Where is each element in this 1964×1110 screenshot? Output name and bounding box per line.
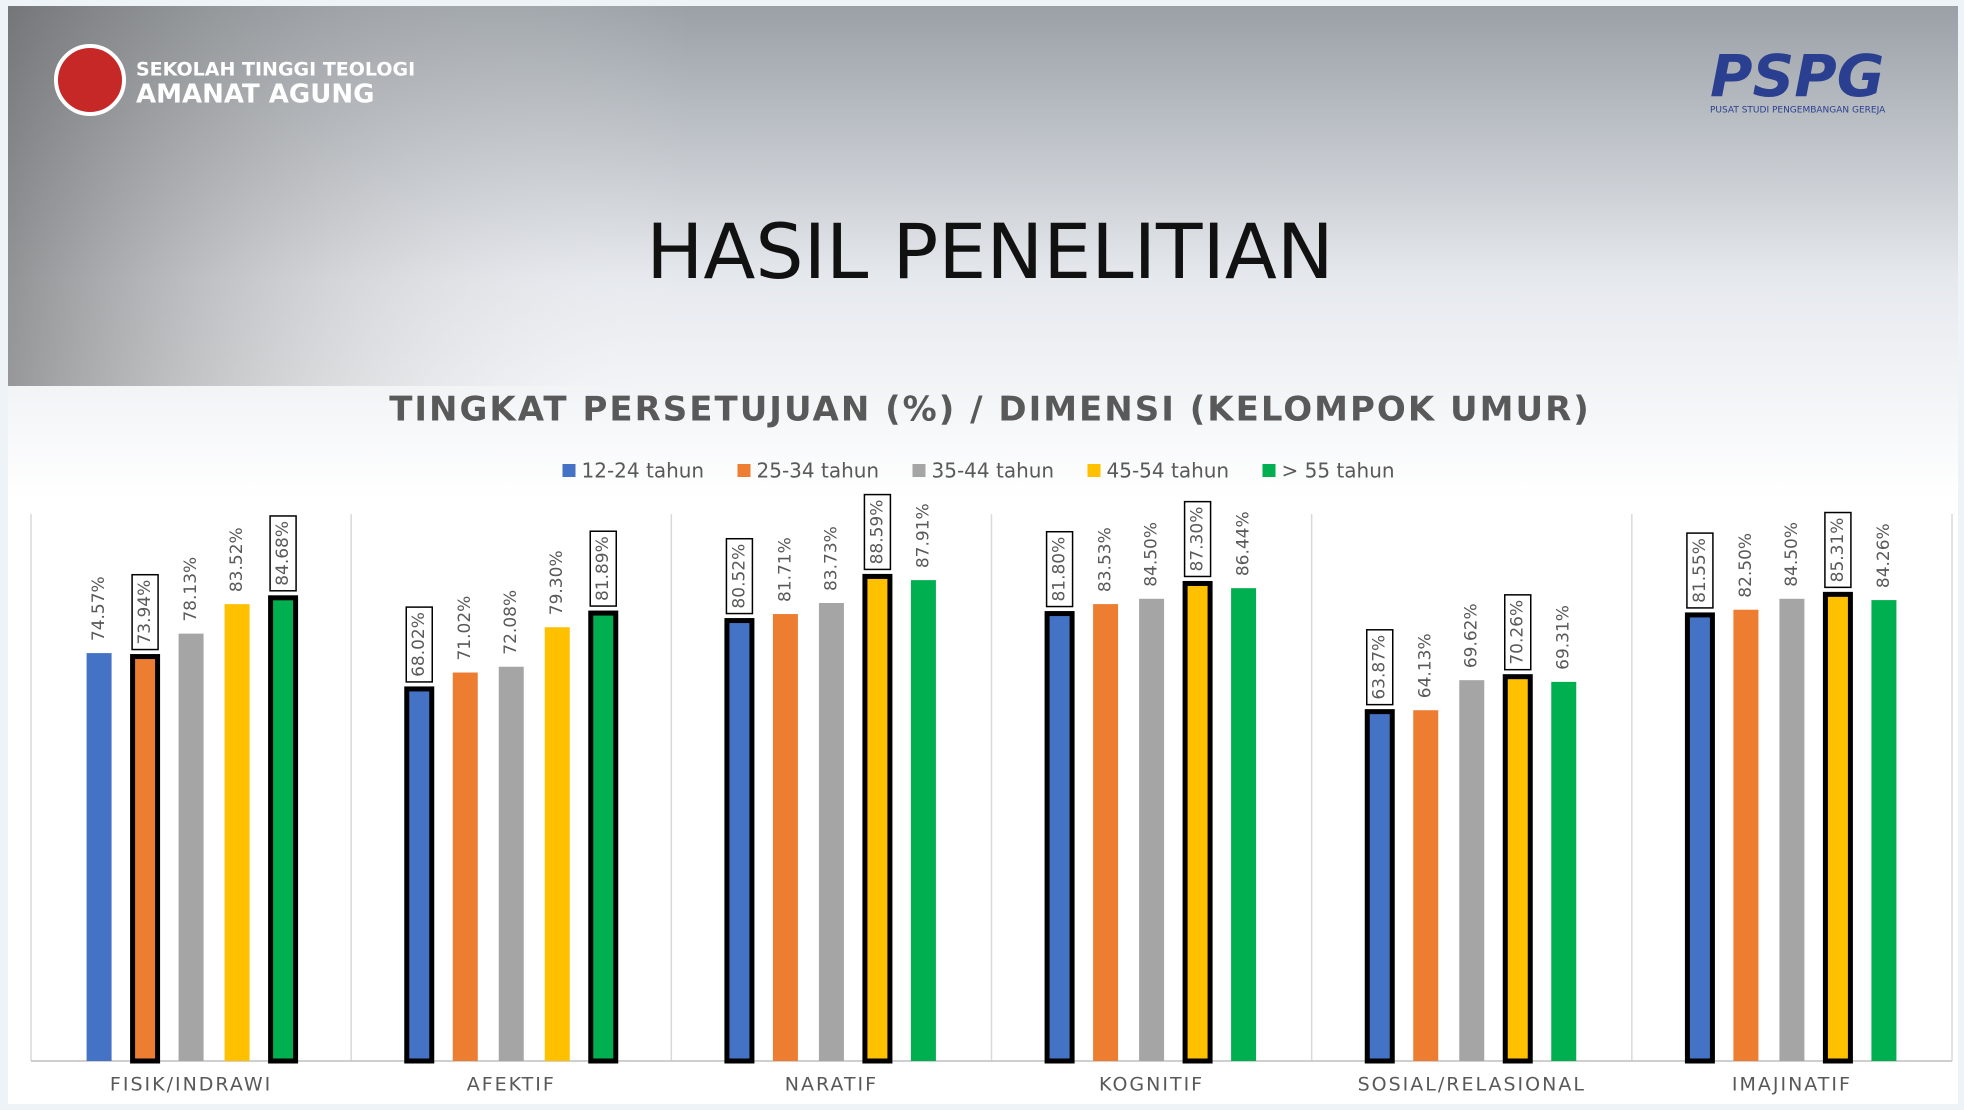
data-label: 84.50% <box>1142 522 1162 587</box>
bar <box>544 627 570 1061</box>
bar <box>862 573 893 1064</box>
data-label-box <box>1824 511 1852 589</box>
data-label: 81.80% <box>1050 537 1070 602</box>
x-tick-label: AFEKTIF <box>467 1074 556 1096</box>
data-label-box <box>589 530 617 607</box>
legend-swatch <box>912 464 926 477</box>
data-label: 71.02% <box>455 596 475 661</box>
data-label: 73.94% <box>135 580 155 645</box>
bar <box>910 580 936 1061</box>
bar <box>404 686 435 1064</box>
bar <box>1044 611 1075 1064</box>
data-label: 84.50% <box>1782 522 1802 587</box>
data-label: 82.50% <box>1736 533 1756 598</box>
legend-swatch <box>1087 464 1101 477</box>
data-label: 87.91% <box>913 503 933 568</box>
data-label-box <box>405 606 433 683</box>
data-label: 69.31% <box>1554 605 1574 670</box>
bar <box>224 604 250 1061</box>
bar <box>1871 600 1897 1061</box>
legend-swatch <box>562 464 576 477</box>
bar <box>452 672 478 1061</box>
bar <box>818 602 844 1061</box>
legend-label: 25-34 tahun <box>757 459 880 483</box>
x-tick-label: NARATIF <box>785 1074 878 1096</box>
data-label: 81.71% <box>775 537 795 602</box>
school-name: SEKOLAH TINGGI TEOLOGI <box>136 59 415 81</box>
legend-swatch <box>737 464 751 477</box>
data-label: 72.08% <box>501 590 521 655</box>
bar <box>1779 598 1805 1061</box>
data-label: 81.89% <box>593 536 613 601</box>
data-label: 83.73% <box>821 526 841 591</box>
bar <box>268 595 299 1064</box>
data-label: 74.57% <box>89 576 109 641</box>
bar <box>130 654 161 1064</box>
data-label: 84.68% <box>273 521 293 586</box>
bar <box>1182 580 1213 1064</box>
data-label-box <box>1504 594 1532 671</box>
bar <box>178 633 204 1061</box>
legend-swatch <box>1262 464 1276 477</box>
chart-title: TINGKAT PERSETUJUAN (%) / DIMENSI (KELOM… <box>389 390 1591 430</box>
data-label: 88.59% <box>867 500 887 565</box>
bar <box>1822 591 1853 1064</box>
bar <box>1093 604 1119 1061</box>
data-label: 79.30% <box>547 550 567 615</box>
data-label: 84.26% <box>1874 523 1894 588</box>
bar <box>1231 588 1257 1061</box>
bar <box>1551 681 1577 1061</box>
data-label: 81.55% <box>1690 538 1710 603</box>
bar <box>1502 674 1533 1064</box>
bar <box>724 618 755 1064</box>
bar <box>1733 609 1759 1061</box>
data-label: 85.31% <box>1828 518 1848 583</box>
data-label: 68.02% <box>409 612 429 677</box>
bar <box>588 610 619 1064</box>
bar <box>772 614 798 1061</box>
x-tick-label: FISIK/INDRAWI <box>110 1074 272 1096</box>
legend-label: > 55 tahun <box>1282 459 1395 483</box>
bar <box>498 666 524 1061</box>
photo-shade <box>8 6 1958 386</box>
data-label: 87.30% <box>1188 507 1208 572</box>
data-label: 83.53% <box>1096 527 1116 592</box>
data-label-box <box>269 515 297 592</box>
bar <box>1413 710 1439 1061</box>
data-label-box <box>131 573 159 651</box>
data-label: 70.26% <box>1508 600 1528 665</box>
data-label-box <box>863 493 892 571</box>
bar <box>1684 612 1715 1064</box>
data-label-box <box>1045 530 1074 608</box>
data-label: 64.13% <box>1416 633 1436 698</box>
data-label: 78.13% <box>181 557 201 622</box>
x-tick-label: KOGNITIF <box>1099 1074 1204 1096</box>
data-label-box <box>725 537 754 615</box>
data-label: 80.52% <box>729 544 749 609</box>
bar <box>1364 709 1395 1064</box>
data-label: 63.87% <box>1370 635 1390 700</box>
brand-logo: PSPG <box>1710 42 1884 110</box>
data-label-box <box>1366 629 1394 706</box>
bar <box>1139 598 1165 1061</box>
school-logo <box>54 44 126 116</box>
x-tick-label: IMAJINATIF <box>1732 1074 1852 1096</box>
data-label-box <box>1686 532 1714 609</box>
slide-heading: HASIL PENELITIAN <box>646 207 1333 296</box>
legend-label: 12-24 tahun <box>582 459 705 483</box>
data-label: 86.44% <box>1234 511 1254 576</box>
brand-subtitle: PUSAT STUDI PENGEMBANGAN GEREJA <box>1710 106 1886 116</box>
data-label-box <box>1183 500 1212 578</box>
school-name: AMANAT AGUNG <box>136 80 374 110</box>
x-tick-label: SOSIAL/RELASIONAL <box>1358 1074 1586 1096</box>
bar <box>86 653 112 1061</box>
data-label: 69.62% <box>1462 603 1482 668</box>
data-label: 83.52% <box>227 527 247 592</box>
legend-label: 45-54 tahun <box>1107 459 1230 483</box>
bar <box>1459 680 1485 1061</box>
legend-label: 35-44 tahun <box>932 459 1055 483</box>
